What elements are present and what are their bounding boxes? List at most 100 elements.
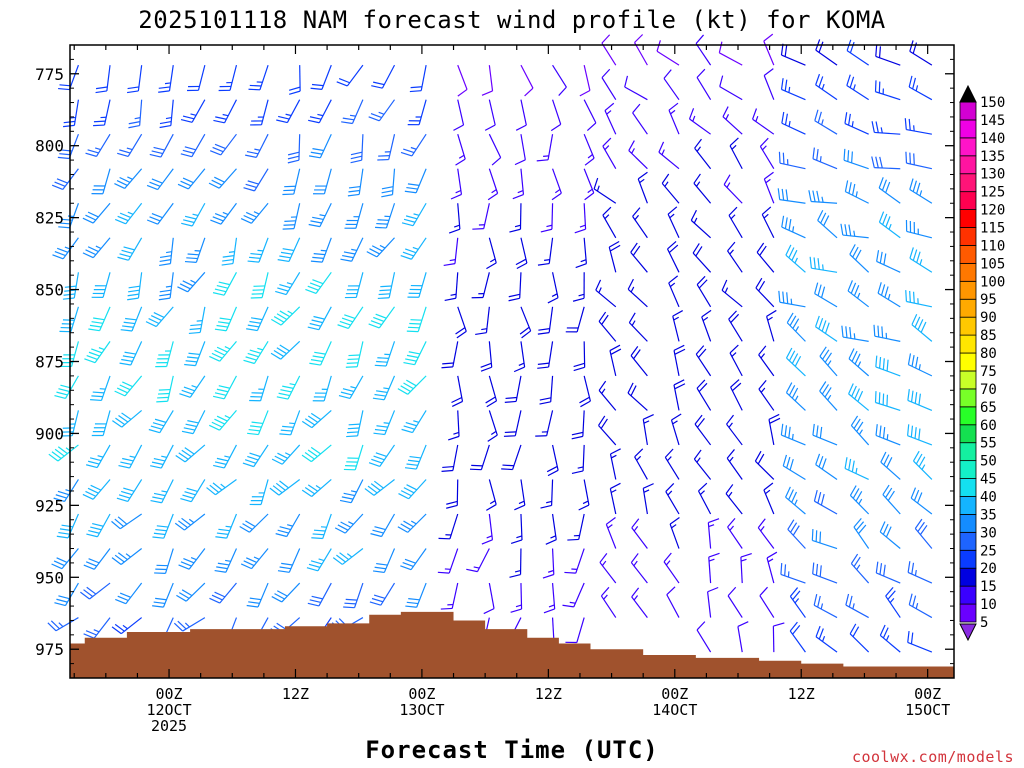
wind-barb <box>249 375 269 402</box>
colorbar-swatch <box>959 101 977 121</box>
wind-barb <box>609 344 622 377</box>
wind-barb <box>871 156 901 170</box>
colorbar-swatch <box>959 531 977 551</box>
wind-barb <box>250 99 269 126</box>
wind-barb <box>404 168 427 194</box>
wind-barb <box>308 99 332 124</box>
colorbar-swatch <box>959 567 977 587</box>
wind-barb <box>877 282 901 308</box>
wind-barb <box>878 177 901 204</box>
wind-barb <box>269 478 301 496</box>
wind-barb <box>708 552 720 584</box>
colorbar-swatch <box>959 227 977 246</box>
wind-barb <box>111 548 143 565</box>
chart-title: 2025101118 NAM forecast wind profile (kt… <box>138 6 886 34</box>
wind-barb <box>441 341 459 369</box>
wind-barb <box>247 237 269 263</box>
wind-barb <box>811 529 838 550</box>
wind-barb <box>282 168 301 196</box>
colorbar-swatch <box>959 298 977 318</box>
wind-barb <box>444 272 459 302</box>
wind-barb <box>440 582 459 610</box>
wind-barb <box>150 444 174 469</box>
wind-barb <box>772 622 785 653</box>
wind-barb <box>912 450 933 480</box>
wind-barb <box>905 290 932 308</box>
wind-barb <box>624 75 648 101</box>
colorbar-label: 70 <box>980 382 997 398</box>
wind-barb <box>405 582 427 608</box>
wind-barb <box>368 444 396 467</box>
wind-barb <box>666 586 680 618</box>
wind-barb <box>53 479 79 503</box>
wind-barb <box>508 272 522 302</box>
wind-barb <box>340 237 364 262</box>
wind-barb <box>875 424 901 446</box>
colorbar-swatch <box>959 514 977 533</box>
wind-barb <box>763 482 775 515</box>
colorbar-label: 115 <box>980 221 1005 237</box>
wind-barb <box>368 306 396 329</box>
wind-barb <box>513 341 526 373</box>
wind-barb <box>583 133 595 166</box>
wind-barb <box>843 148 869 170</box>
wind-barb <box>206 478 237 496</box>
wind-barb <box>407 272 427 298</box>
wind-barb <box>727 586 743 618</box>
wind-barb <box>812 423 838 446</box>
wind-barb <box>453 99 465 131</box>
wind-barb <box>567 513 585 541</box>
wind-barb <box>54 582 79 607</box>
wind-barb <box>116 479 143 503</box>
wind-barb <box>571 410 585 440</box>
wind-barb <box>609 482 621 515</box>
wind-barb <box>243 168 269 192</box>
wind-barb <box>815 73 838 101</box>
wind-barb <box>665 483 680 515</box>
wind-barb <box>480 341 493 372</box>
colorbar-swatch <box>959 603 977 623</box>
wind-barb <box>127 272 143 301</box>
wind-barb <box>159 237 174 267</box>
wind-barb <box>514 134 526 166</box>
wind-barb <box>904 118 932 135</box>
wind-barb <box>148 410 174 434</box>
wind-barb <box>344 272 364 299</box>
y-tick-label: 800 <box>35 137 64 156</box>
wind-barb <box>911 314 933 342</box>
wind-barb <box>814 109 838 135</box>
wind-barb <box>907 353 933 377</box>
wind-barb <box>54 375 79 400</box>
wind-barb <box>905 219 933 239</box>
wind-barb <box>542 548 555 579</box>
wind-barb <box>179 375 206 398</box>
wind-barb <box>310 64 332 90</box>
wind-barb <box>370 513 396 538</box>
wind-barb <box>400 237 427 260</box>
wind-barb <box>149 133 174 158</box>
wind-barb <box>573 341 586 372</box>
wind-barb <box>91 168 111 195</box>
x-axis-label: Forecast Time (UTC) <box>365 736 659 764</box>
wind-barb <box>673 344 686 377</box>
wind-barb <box>240 548 269 570</box>
wind-barb <box>721 279 743 308</box>
wind-barb <box>907 631 933 653</box>
wind-barb <box>785 486 806 515</box>
wind-barb <box>726 449 743 480</box>
x-tick-label: 12Z <box>282 685 309 703</box>
wind-barb <box>158 272 174 301</box>
wind-barb <box>631 518 648 549</box>
colorbar-label: 90 <box>980 310 997 326</box>
credit-link[interactable]: coolwx.com/models <box>852 748 1014 766</box>
wind-barb <box>664 448 680 480</box>
wind-barb <box>249 479 269 506</box>
wind-barb <box>535 410 554 437</box>
wind-barb <box>341 99 364 125</box>
wind-barb <box>871 121 901 135</box>
wind-barb <box>115 582 143 605</box>
wind-barb <box>401 410 427 434</box>
wind-barb <box>282 203 301 230</box>
wind-barb <box>812 147 838 170</box>
